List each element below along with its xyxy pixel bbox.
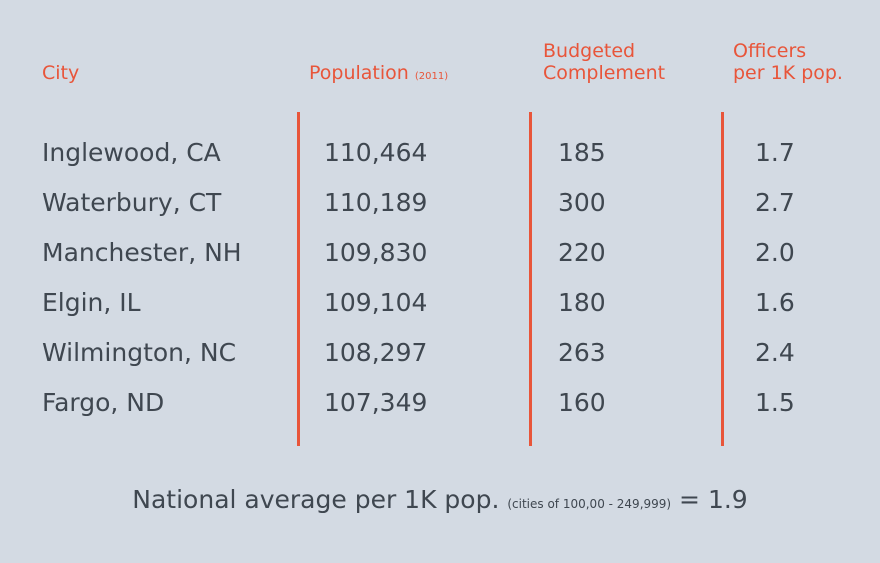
header-budget-line1: Budgeted bbox=[543, 40, 636, 62]
header-population: Population (2011) bbox=[309, 62, 448, 88]
cell-budgeted: 160 bbox=[558, 388, 606, 417]
cell-officers: 1.6 bbox=[755, 288, 795, 317]
table-row: Elgin, IL 109,104 180 1.6 bbox=[0, 283, 880, 323]
cell-population: 110,189 bbox=[324, 188, 428, 217]
cell-budgeted: 180 bbox=[558, 288, 606, 317]
cell-city: Waterbury, CT bbox=[42, 188, 222, 217]
cell-officers: 2.7 bbox=[755, 188, 795, 217]
header-budget-line2: Complement bbox=[543, 62, 666, 84]
column-divider-population bbox=[297, 112, 300, 446]
header-population-note: (2011) bbox=[414, 71, 449, 82]
header-officers-line2: per 1K pop. bbox=[733, 62, 843, 84]
cell-city: Wilmington, NC bbox=[42, 338, 237, 367]
column-divider-budget bbox=[529, 112, 532, 446]
cell-city: Elgin, IL bbox=[42, 288, 141, 317]
table-row: Waterbury, CT 110,189 300 2.7 bbox=[0, 183, 880, 223]
table-row: Inglewood, CA 110,464 185 1.7 bbox=[0, 133, 880, 173]
footnote-label: National average per 1K pop. bbox=[132, 485, 500, 514]
cell-budgeted: 185 bbox=[558, 138, 606, 167]
cell-population: 108,297 bbox=[324, 338, 428, 367]
footnote: National average per 1K pop. (cities of … bbox=[0, 482, 880, 522]
cell-officers: 2.4 bbox=[755, 338, 795, 367]
cell-population: 109,830 bbox=[324, 238, 428, 267]
header-budgeted-complement: Budgeted Complement bbox=[543, 40, 665, 84]
cell-officers: 2.0 bbox=[755, 238, 795, 267]
header-population-label: Population bbox=[309, 62, 409, 84]
cell-population: 109,104 bbox=[324, 288, 428, 317]
header-city-label: City bbox=[42, 62, 80, 84]
cell-population: 110,464 bbox=[324, 138, 428, 167]
header-officers-per-1k: Officers per 1K pop. bbox=[733, 40, 843, 84]
footnote-value: = 1.9 bbox=[679, 485, 748, 514]
cell-city: Fargo, ND bbox=[42, 388, 165, 417]
header-officers-line1: Officers bbox=[733, 40, 807, 62]
cell-budgeted: 220 bbox=[558, 238, 606, 267]
header-city: City bbox=[42, 62, 79, 84]
cell-population: 107,349 bbox=[324, 388, 428, 417]
footnote-note: (cities of 100,00 - 249,999) bbox=[507, 497, 672, 511]
cell-budgeted: 263 bbox=[558, 338, 606, 367]
table-row: Wilmington, NC 108,297 263 2.4 bbox=[0, 333, 880, 373]
cell-city: Manchester, NH bbox=[42, 238, 242, 267]
cell-officers: 1.5 bbox=[755, 388, 795, 417]
table-row: Manchester, NH 109,830 220 2.0 bbox=[0, 233, 880, 273]
cell-budgeted: 300 bbox=[558, 188, 606, 217]
cell-officers: 1.7 bbox=[755, 138, 795, 167]
table-row: Fargo, ND 107,349 160 1.5 bbox=[0, 383, 880, 423]
cell-city: Inglewood, CA bbox=[42, 138, 221, 167]
column-divider-officers bbox=[721, 112, 724, 446]
